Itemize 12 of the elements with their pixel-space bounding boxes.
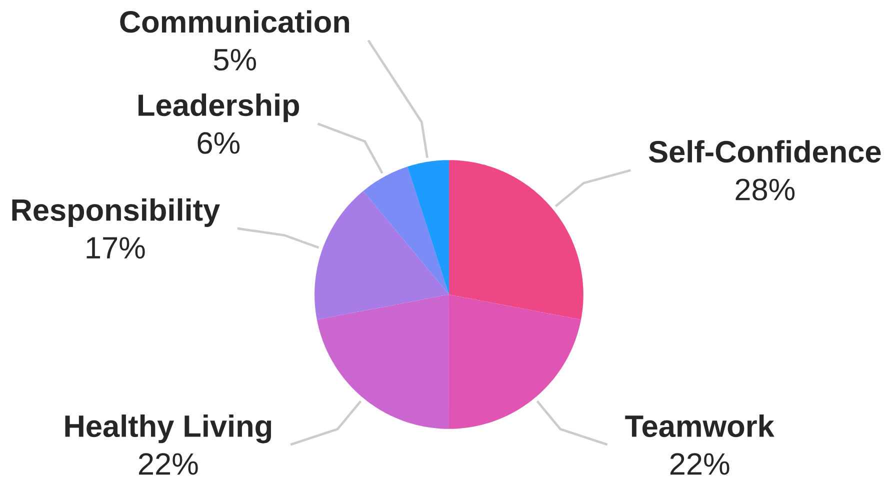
- data-label: 22%: [670, 453, 730, 475]
- slice-label: Healthy Living: [65, 414, 272, 444]
- data-label: 6%: [198, 132, 240, 154]
- slice-label: Teamwork: [625, 414, 774, 438]
- slice-label: Communication: [120, 10, 349, 33]
- slice-label: Leadership: [138, 94, 300, 122]
- slice-label: Responsibility: [12, 198, 220, 227]
- data-label: 28%: [736, 178, 795, 200]
- data-label: 5%: [214, 48, 256, 71]
- data-label: 22%: [139, 453, 198, 475]
- slice-label: Self-Confidence: [648, 140, 881, 163]
- data-label: 17%: [86, 237, 145, 259]
